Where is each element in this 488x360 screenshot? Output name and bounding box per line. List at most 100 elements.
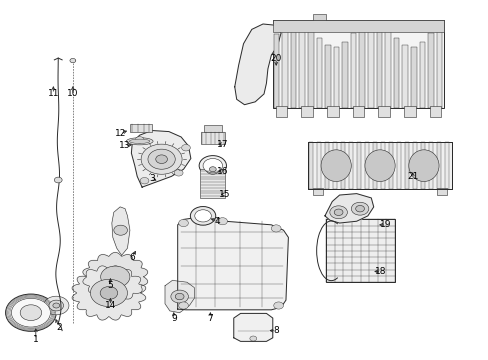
Polygon shape	[164, 280, 194, 313]
Bar	[364, 142, 368, 189]
Bar	[316, 142, 321, 189]
Text: 18: 18	[374, 267, 386, 276]
Polygon shape	[177, 218, 288, 310]
Ellipse shape	[364, 150, 394, 181]
Text: 12: 12	[114, 129, 125, 138]
Circle shape	[90, 279, 127, 307]
Polygon shape	[234, 24, 281, 105]
Circle shape	[49, 300, 63, 311]
Bar	[307, 142, 451, 189]
Bar	[312, 14, 326, 21]
Bar	[436, 25, 441, 108]
Ellipse shape	[126, 138, 153, 145]
Bar	[333, 46, 339, 108]
Bar	[326, 107, 338, 117]
Bar	[130, 124, 152, 132]
Bar	[342, 42, 347, 108]
Circle shape	[190, 207, 215, 225]
Bar	[402, 45, 407, 108]
Circle shape	[329, 206, 346, 219]
Bar	[272, 21, 444, 32]
Bar	[325, 45, 330, 108]
Bar	[350, 33, 356, 108]
Bar	[356, 142, 361, 189]
Bar	[200, 169, 225, 198]
Circle shape	[43, 296, 69, 315]
Text: 11: 11	[47, 89, 59, 98]
Bar	[326, 220, 394, 282]
Text: 15: 15	[219, 190, 230, 199]
Polygon shape	[233, 314, 272, 341]
Circle shape	[205, 164, 219, 174]
Polygon shape	[325, 194, 373, 223]
Ellipse shape	[321, 150, 350, 181]
Text: 2: 2	[56, 323, 62, 332]
Circle shape	[170, 290, 188, 303]
Bar	[396, 142, 401, 189]
Circle shape	[355, 206, 364, 212]
Bar	[419, 42, 424, 108]
Bar	[436, 142, 441, 189]
Text: 21: 21	[406, 172, 418, 181]
Bar	[429, 107, 441, 117]
Circle shape	[199, 156, 226, 176]
Polygon shape	[72, 266, 145, 320]
Bar	[403, 107, 415, 117]
Circle shape	[148, 149, 175, 169]
Bar	[273, 33, 279, 108]
Text: 6: 6	[129, 253, 135, 262]
Circle shape	[135, 136, 144, 143]
Bar	[376, 22, 382, 108]
Bar	[367, 21, 373, 108]
Bar	[307, 142, 451, 189]
Bar	[420, 142, 425, 189]
Text: 3: 3	[149, 174, 154, 183]
Text: 17: 17	[216, 140, 228, 149]
Bar	[203, 125, 221, 132]
Bar	[393, 39, 399, 108]
Circle shape	[100, 287, 118, 300]
Circle shape	[249, 336, 256, 341]
Text: 20: 20	[270, 54, 281, 63]
Circle shape	[178, 220, 188, 226]
Bar	[275, 107, 287, 117]
Circle shape	[53, 303, 60, 308]
Polygon shape	[112, 207, 130, 255]
Circle shape	[194, 210, 211, 222]
Polygon shape	[82, 252, 147, 301]
Bar	[444, 142, 448, 189]
Circle shape	[273, 302, 283, 309]
Text: 5: 5	[107, 281, 113, 290]
Bar	[385, 30, 390, 108]
Circle shape	[140, 177, 149, 184]
Bar	[372, 142, 377, 189]
Circle shape	[20, 305, 41, 320]
Ellipse shape	[408, 150, 438, 181]
Bar	[301, 107, 312, 117]
Circle shape	[156, 155, 167, 163]
Bar	[308, 142, 313, 189]
Circle shape	[203, 158, 222, 173]
Bar	[436, 188, 446, 195]
Circle shape	[54, 177, 62, 183]
Text: 13: 13	[119, 141, 130, 150]
Text: 4: 4	[214, 217, 220, 226]
Bar	[380, 142, 385, 189]
Text: 16: 16	[216, 167, 228, 176]
Bar	[410, 46, 416, 108]
Bar	[272, 21, 444, 108]
Bar	[340, 142, 345, 189]
Polygon shape	[131, 131, 190, 187]
Circle shape	[181, 144, 190, 151]
Bar	[388, 142, 392, 189]
Text: 8: 8	[273, 326, 279, 335]
Bar	[378, 107, 389, 117]
Circle shape	[174, 170, 183, 176]
Bar	[404, 142, 408, 189]
Bar	[324, 142, 329, 189]
Circle shape	[209, 167, 216, 172]
Ellipse shape	[129, 139, 150, 143]
Circle shape	[5, 294, 56, 331]
Text: 1: 1	[33, 335, 39, 344]
Bar	[427, 33, 433, 108]
